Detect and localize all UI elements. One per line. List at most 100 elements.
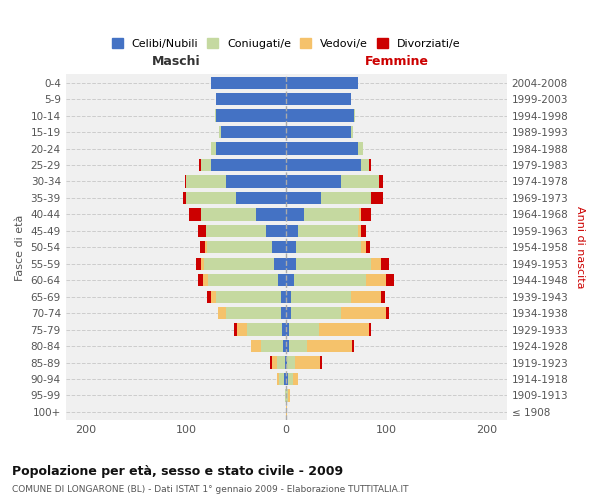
Bar — [291, 307, 341, 320]
Bar — [286, 110, 355, 122]
Bar — [319, 324, 370, 336]
Bar — [216, 142, 286, 154]
Bar — [359, 208, 361, 220]
Bar — [218, 307, 226, 320]
Bar — [286, 274, 294, 286]
Bar — [266, 224, 286, 237]
Bar — [286, 159, 361, 171]
Bar — [293, 373, 298, 385]
Bar — [286, 142, 358, 154]
Bar — [215, 110, 216, 122]
Legend: Celibi/Nubili, Coniugati/e, Vedovi/e, Divorziati/e: Celibi/Nubili, Coniugati/e, Vedovi/e, Di… — [109, 35, 464, 52]
Bar — [247, 324, 282, 336]
Bar — [203, 274, 208, 286]
Bar — [207, 290, 211, 303]
Y-axis label: Anni di nascita: Anni di nascita — [575, 206, 585, 288]
Bar — [291, 290, 352, 303]
Bar — [198, 224, 206, 237]
Bar — [216, 110, 286, 122]
Bar — [286, 176, 341, 188]
Bar — [358, 142, 364, 154]
Bar — [285, 390, 286, 402]
Bar — [287, 356, 295, 368]
Bar — [272, 241, 286, 254]
Bar — [382, 258, 389, 270]
Bar — [219, 126, 221, 138]
Bar — [277, 373, 279, 385]
Bar — [286, 76, 358, 89]
Text: COMUNE DI LONGARONE (BL) - Dati ISTAT 1° gennaio 2009 - Elaborazione TUTTITALIA.: COMUNE DI LONGARONE (BL) - Dati ISTAT 1°… — [12, 485, 409, 494]
Bar — [277, 356, 285, 368]
Bar — [279, 373, 284, 385]
Bar — [261, 340, 283, 352]
Bar — [286, 356, 287, 368]
Bar — [286, 290, 291, 303]
Bar — [251, 340, 261, 352]
Bar — [296, 258, 371, 270]
Bar — [198, 274, 203, 286]
Bar — [386, 307, 389, 320]
Bar — [379, 176, 383, 188]
Bar — [341, 176, 379, 188]
Bar — [199, 159, 201, 171]
Bar — [270, 356, 272, 368]
Bar — [361, 208, 371, 220]
Bar — [286, 93, 352, 106]
Bar — [352, 126, 353, 138]
Bar — [288, 390, 290, 402]
Bar — [283, 340, 286, 352]
Bar — [281, 290, 286, 303]
Bar — [286, 192, 321, 204]
Bar — [288, 373, 293, 385]
Bar — [370, 159, 371, 171]
Bar — [211, 290, 216, 303]
Text: Femmine: Femmine — [364, 55, 428, 68]
Bar — [286, 208, 304, 220]
Bar — [281, 307, 286, 320]
Bar — [204, 258, 274, 270]
Bar — [295, 356, 320, 368]
Bar — [341, 307, 386, 320]
Y-axis label: Fasce di età: Fasce di età — [15, 214, 25, 280]
Bar — [307, 340, 352, 352]
Bar — [201, 258, 204, 270]
Bar — [352, 340, 355, 352]
Bar — [352, 290, 382, 303]
Bar — [196, 258, 201, 270]
Text: Popolazione per età, sesso e stato civile - 2009: Popolazione per età, sesso e stato civil… — [12, 465, 343, 478]
Bar — [286, 340, 289, 352]
Bar — [286, 241, 296, 254]
Bar — [211, 142, 216, 154]
Bar — [286, 373, 288, 385]
Bar — [278, 274, 286, 286]
Bar — [234, 324, 237, 336]
Bar — [201, 159, 211, 171]
Bar — [286, 126, 352, 138]
Bar — [320, 356, 322, 368]
Bar — [274, 258, 286, 270]
Bar — [189, 208, 201, 220]
Text: Maschi: Maschi — [152, 55, 200, 68]
Bar — [186, 192, 236, 204]
Bar — [183, 192, 186, 204]
Bar — [237, 324, 247, 336]
Bar — [361, 224, 367, 237]
Bar — [358, 224, 361, 237]
Bar — [382, 290, 385, 303]
Bar — [367, 274, 386, 286]
Bar — [211, 159, 286, 171]
Bar — [226, 307, 281, 320]
Bar — [289, 324, 319, 336]
Bar — [304, 208, 359, 220]
Bar — [296, 241, 361, 254]
Bar — [298, 224, 358, 237]
Bar — [286, 324, 289, 336]
Bar — [221, 126, 286, 138]
Bar — [371, 258, 382, 270]
Bar — [321, 192, 371, 204]
Bar — [256, 208, 286, 220]
Bar — [285, 356, 286, 368]
Bar — [286, 258, 296, 270]
Bar — [367, 241, 370, 254]
Bar — [211, 76, 286, 89]
